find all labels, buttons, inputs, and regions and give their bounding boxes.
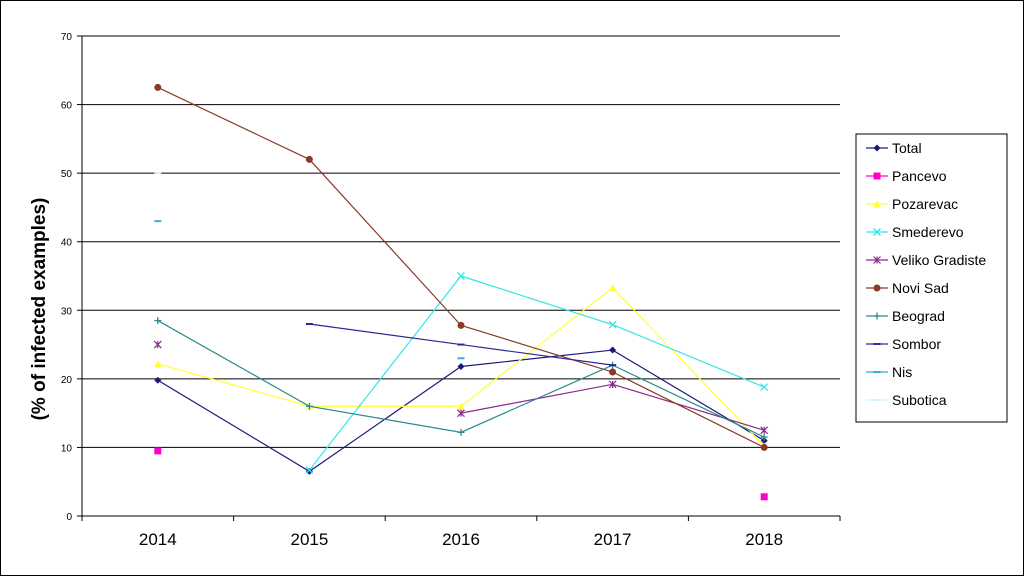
x-tick-label: 2015 [290, 530, 328, 549]
data-point [305, 402, 313, 410]
y-tick-label: 60 [61, 101, 73, 112]
legend-item: Pozarevac [866, 196, 958, 212]
series-total [154, 346, 768, 475]
y-tick-label: 30 [61, 306, 73, 317]
legend: Total Pancevo Pozarevac Smederevo Veliko Gra… [855, 133, 1008, 423]
data-point [305, 467, 313, 475]
legend-label: Pozarevac [892, 196, 958, 212]
data-point [457, 428, 465, 436]
x-tick-label: 2018 [745, 530, 783, 549]
data-point [153, 340, 162, 349]
series-pancevo [154, 447, 768, 501]
legend-label: Subotica [892, 392, 947, 408]
data-point [457, 402, 465, 410]
legend-marker [873, 144, 881, 152]
data-point [609, 284, 617, 292]
data-point [760, 383, 769, 392]
data-point [457, 409, 465, 418]
y-tick-label: 10 [61, 443, 73, 454]
y-tick-label: 50 [61, 169, 73, 180]
data-point [305, 466, 314, 475]
series-sombor [305, 323, 617, 367]
legend-item: Subotica [866, 392, 947, 408]
y-tick-label: 0 [66, 512, 72, 523]
series-veliko-gradiste [153, 340, 769, 435]
x-tick-labels: 2014 2015 2016 2017 2018 [139, 530, 783, 549]
data-point [608, 380, 617, 389]
x-tick-label: 2016 [442, 530, 480, 549]
legend-label: Novi Sad [892, 280, 949, 296]
series-beograd [154, 317, 768, 441]
data-point [760, 493, 768, 501]
data-point [154, 360, 162, 368]
series-novi-sad [154, 83, 768, 451]
series-line [308, 275, 765, 471]
data-point [760, 433, 768, 441]
data-point [760, 443, 768, 451]
y-tick-label: 70 [61, 32, 73, 43]
legend-item: Smederevo [866, 224, 964, 240]
y-tick-label: 40 [61, 238, 73, 249]
legend-label: Nis [892, 364, 912, 380]
legend-item: Sombor [866, 336, 941, 352]
data-point [154, 376, 162, 384]
data-point [760, 426, 769, 435]
data-point [154, 447, 162, 455]
legend-item: Novi Sad [866, 280, 949, 296]
data-point [305, 155, 313, 163]
data-point [609, 346, 617, 354]
legend-item: Nis [866, 364, 912, 380]
x-tick-label: 2017 [594, 530, 632, 549]
legend-label: Veliko Gradiste [892, 252, 986, 268]
series-group [153, 83, 769, 501]
legend-box [855, 133, 1008, 423]
x-tick-label: 2014 [139, 530, 177, 549]
series-smederevo [305, 272, 769, 475]
legend-marker [873, 256, 881, 264]
data-point [457, 272, 465, 280]
legend-marker [873, 200, 881, 208]
axes [77, 35, 841, 521]
legend-item: Veliko Gradiste [866, 252, 986, 268]
legend-marker [873, 172, 881, 180]
legend-marker [873, 228, 881, 236]
y-tick-labels: 0 10 20 30 40 50 60 70 [61, 32, 73, 523]
legend-item: Beograd [866, 308, 945, 324]
data-point [457, 321, 465, 329]
data-point [608, 320, 617, 329]
legend-label: Pancevo [892, 168, 947, 184]
data-point [154, 317, 162, 325]
legend-marker [873, 284, 881, 292]
data-point [457, 363, 465, 371]
series-line [460, 383, 765, 431]
legend-item: Total [866, 140, 922, 156]
legend-label: Smederevo [892, 224, 964, 240]
legend-marker [873, 312, 881, 320]
legend-label: Sombor [892, 336, 941, 352]
y-axis-label: (% of infected examples) [29, 198, 50, 421]
legend-label: Beograd [892, 308, 945, 324]
legend-item: Pancevo [866, 168, 947, 184]
y-tick-label: 20 [61, 375, 73, 386]
data-point [609, 368, 617, 376]
gridlines [82, 35, 840, 448]
data-point [154, 83, 162, 91]
legend-label: Total [892, 140, 922, 156]
series-nis [154, 220, 465, 360]
